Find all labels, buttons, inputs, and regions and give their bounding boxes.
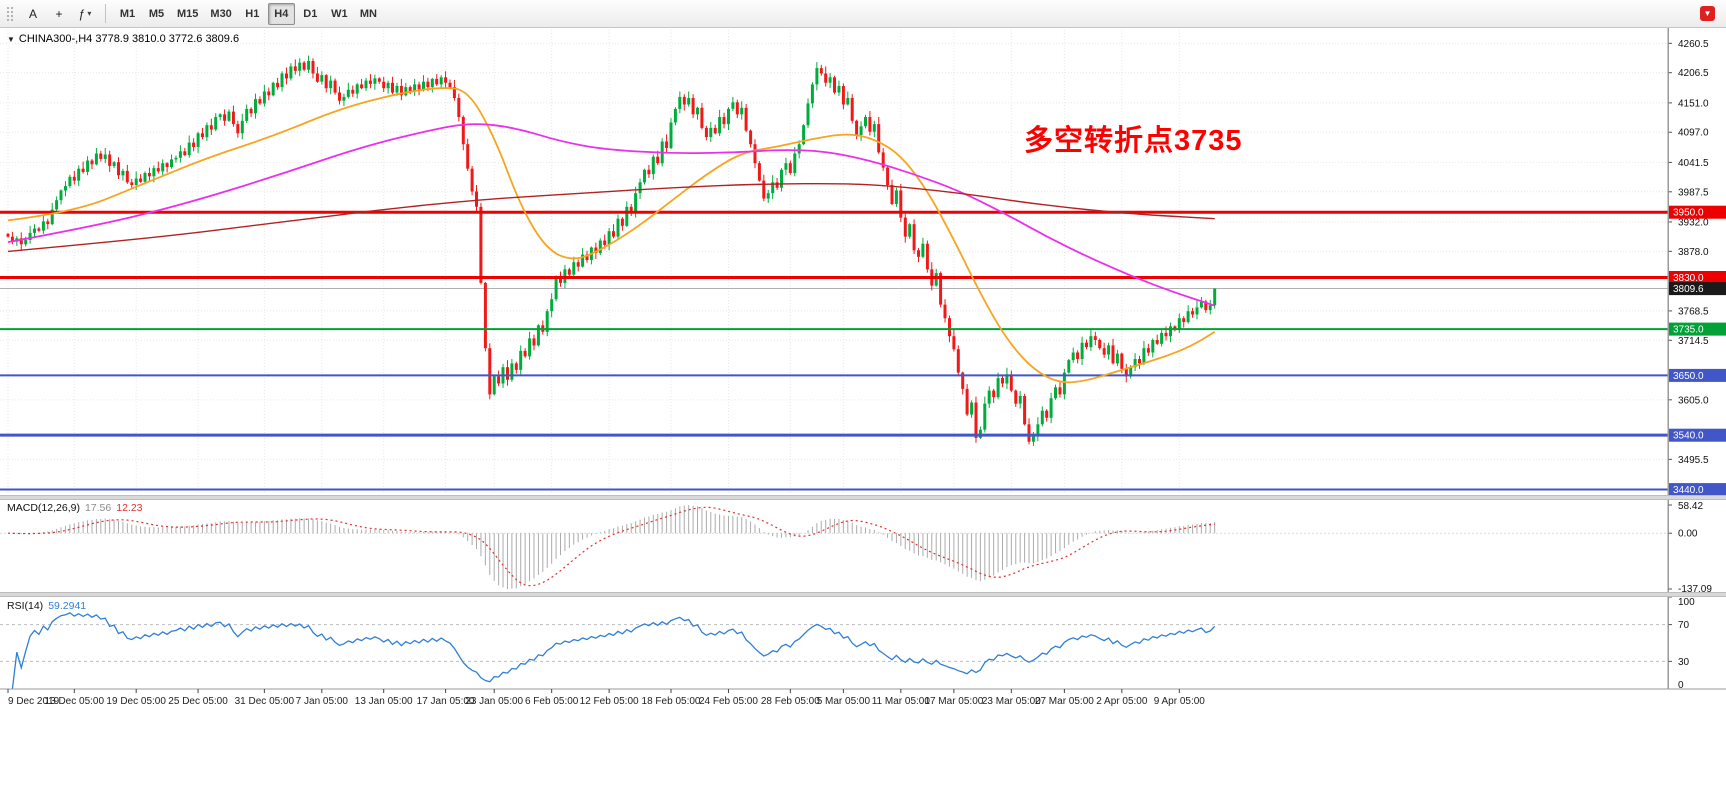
rsi-line: [11, 612, 1216, 690]
price-tag[interactable]: 3735.0: [1669, 322, 1726, 336]
chart-ohlc-text: CHINA300-,H4 3778.9 3810.0 3772.6 3809.6: [18, 33, 240, 45]
time-axis-label: 7 Jan 05:00: [296, 696, 349, 707]
time-axis-label: 28 Feb 05:00: [761, 696, 820, 707]
price-scale-label: 3768.5: [1678, 306, 1709, 317]
panel-splitter-macd[interactable]: [0, 495, 1726, 500]
price-tag[interactable]: 3540.0: [1669, 428, 1726, 442]
main-toolbar: A + ƒ ▾ M1 M5 M15 M30 H1 H4 D1 W1 MN ▼: [0, 0, 1726, 28]
time-axis-label: 9 Dec 2019: [8, 696, 60, 707]
price-tag[interactable]: 3809.6: [1669, 282, 1726, 296]
time-axis-label: 23 Jan 05:00: [465, 696, 523, 707]
time-axis-label: 31 Dec 05:00: [235, 696, 295, 707]
price-scale-label: 3495.5: [1678, 455, 1709, 466]
time-axis-label: 13 Jan 05:00: [355, 696, 413, 707]
price-chart-canvas[interactable]: 4260.5 4206.5 4151.0 4097.0 4041.5 3987.5 3932…: [0, 28, 1726, 712]
hlines-layer[interactable]: [0, 210, 1668, 491]
toolbar-separator: [105, 4, 106, 23]
rsi-scale-label: 30: [1678, 657, 1690, 668]
alert-badge-icon[interactable]: ▼: [1700, 6, 1715, 21]
timeframe-d1-button[interactable]: D1: [297, 3, 324, 25]
price-scale-label: 3714.5: [1678, 336, 1709, 347]
timeframe-m5-button[interactable]: M5: [143, 3, 170, 25]
svg-text:3830.0: 3830.0: [1673, 273, 1704, 284]
macd-scale-label: 0.00: [1678, 529, 1698, 540]
time-axis-label: 23 Mar 05:00: [982, 696, 1041, 707]
price-tag[interactable]: 3440.0: [1669, 483, 1726, 497]
price-scale-label: 3605.0: [1678, 395, 1709, 406]
svg-text:3809.6: 3809.6: [1673, 284, 1704, 295]
chart-symbol-title: ▼ CHINA300-,H4 3778.9 3810.0 3772.6 3809.…: [7, 33, 239, 45]
timeframe-w1-button[interactable]: W1: [326, 3, 353, 25]
price-tag[interactable]: 3950.0: [1669, 205, 1726, 219]
time-axis-strip[interactable]: [0, 689, 1726, 712]
rsi-value: 59.2941: [48, 600, 87, 612]
time-axis-label: 5 Mar 05:00: [817, 696, 871, 707]
timeframe-h1-button[interactable]: H1: [239, 3, 266, 25]
collapse-icon[interactable]: ▼: [7, 35, 15, 44]
time-axis-label: 9 Apr 05:00: [1154, 696, 1206, 707]
svg-text:3440.0: 3440.0: [1673, 485, 1704, 496]
rsi-scale-label: 0: [1678, 680, 1684, 691]
macd-main-value: 17.56: [84, 502, 112, 514]
price-tag[interactable]: 3830.0: [1669, 271, 1726, 284]
price-scale-label: 4041.5: [1678, 158, 1709, 169]
timeframe-m30-button[interactable]: M30: [205, 3, 236, 25]
indicators-button[interactable]: ƒ ▾: [73, 3, 97, 25]
price-scale-label: 4206.5: [1678, 68, 1709, 79]
time-axis-label: 27 Mar 05:00: [1035, 696, 1094, 707]
trend-annotation[interactable]: 多空转折点3735: [1024, 125, 1243, 157]
rsi-indicator-label: RSI(14) 59.2941: [7, 600, 91, 612]
grid-layer: [0, 30, 1668, 495]
price-scale-label: 3878.0: [1678, 247, 1709, 258]
time-axis-label: 12 Feb 05:00: [580, 696, 639, 707]
macd-label-text: MACD(12,26,9): [7, 502, 80, 514]
text-tool-button[interactable]: A: [21, 3, 45, 25]
time-axis-label: 17 Mar 05:00: [924, 696, 983, 707]
chevron-down-icon: ▾: [87, 9, 92, 18]
macd-signal-value: 12.23: [116, 502, 143, 514]
rsi-scale-label: 70: [1678, 620, 1690, 631]
time-axis-label: 17 Jan 05:00: [417, 696, 475, 707]
crosshair-tool-button[interactable]: +: [47, 3, 71, 25]
macd-scale-label: 58.42: [1678, 501, 1703, 512]
price-scale-label: 4097.0: [1678, 128, 1709, 139]
time-axis-label: 2 Apr 05:00: [1096, 696, 1148, 707]
price-scale-label: 4260.5: [1678, 39, 1709, 50]
price-scale-label: 4151.0: [1678, 98, 1709, 109]
time-axis-label: 11 Mar 05:00: [872, 696, 931, 707]
price-scale-label: 3932.0: [1678, 217, 1709, 228]
svg-text:3540.0: 3540.0: [1673, 431, 1704, 442]
ma-mid-magenta: [7, 123, 1215, 307]
price-tag[interactable]: 3650.0: [1669, 368, 1726, 382]
timeframe-h4-button[interactable]: H4: [267, 2, 295, 25]
panel-splitter-rsi[interactable]: [0, 592, 1726, 597]
indicator-icon: ƒ: [78, 6, 86, 21]
time-axis-label: 25 Dec 05:00: [168, 696, 228, 707]
rsi-label-text: RSI(14): [7, 600, 44, 612]
timeframe-m1-button[interactable]: M1: [114, 3, 141, 25]
ma-slow-darkred: [7, 182, 1215, 253]
rsi-scale-label: 100: [1678, 597, 1695, 608]
time-axis-label: 6 Feb 05:00: [525, 696, 579, 707]
macd-histogram: [11, 505, 1216, 589]
macd-scale-label: -137.09: [1678, 584, 1712, 595]
time-axis-label: 24 Feb 05:00: [699, 696, 758, 707]
time-axis-label: 19 Dec 05:00: [106, 696, 166, 707]
svg-text:3735.0: 3735.0: [1673, 325, 1704, 336]
time-axis-label: 18 Feb 05:00: [642, 696, 701, 707]
time-axis-label: 13 Dec 05:00: [45, 696, 105, 707]
price-scale-label: 3987.5: [1678, 187, 1709, 198]
ma-fast-orange: [7, 87, 1216, 384]
candles-layer[interactable]: [6, 55, 1217, 447]
timeframe-mn-button[interactable]: MN: [355, 3, 382, 25]
svg-text:3950.0: 3950.0: [1673, 208, 1704, 219]
svg-text:3650.0: 3650.0: [1673, 371, 1704, 382]
timeframe-m15-button[interactable]: M15: [172, 3, 203, 25]
macd-indicator-label: MACD(12,26,9) 17.56 12.23: [7, 502, 148, 514]
macd-signal-line: [7, 506, 1215, 587]
toolbar-grip-handle[interactable]: [5, 4, 14, 23]
